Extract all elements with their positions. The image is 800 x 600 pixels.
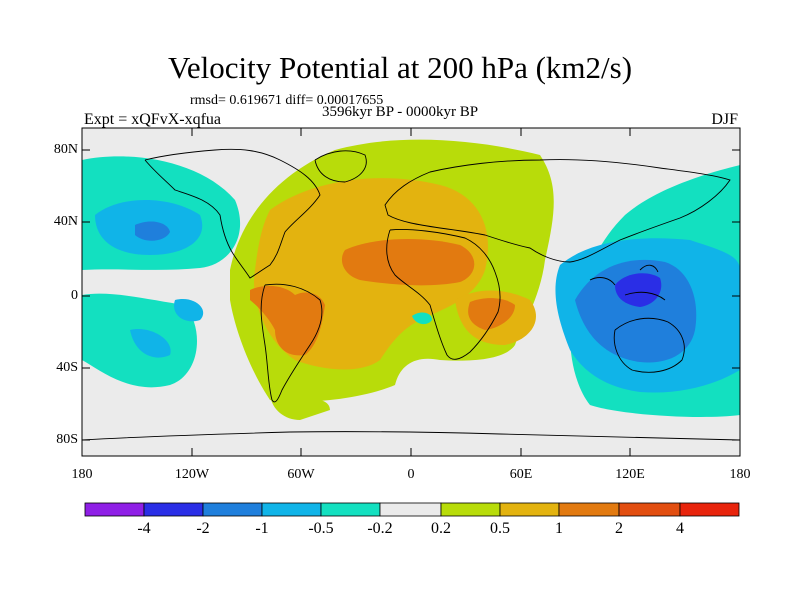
experiment-label: Expt = xQFvX-xqfua xyxy=(84,111,222,128)
coast-africa xyxy=(386,229,501,360)
coast-greenland xyxy=(314,150,367,183)
lon-label-120e: 120E xyxy=(615,467,645,482)
season-label: DJF xyxy=(711,111,738,128)
colorbar-box-3 xyxy=(202,502,263,517)
lat-label-80s: 80S xyxy=(56,432,78,447)
coastlines xyxy=(82,148,740,441)
lat-label-40s: 40S xyxy=(56,360,78,375)
colorbar-label-7: 0.5 xyxy=(490,520,510,537)
contour-neg3-pacific xyxy=(135,221,170,241)
coast-south-america xyxy=(260,283,323,403)
lat-label-80n: 80N xyxy=(53,142,78,157)
coast-north-america xyxy=(144,148,321,279)
contour-pos1-south xyxy=(270,395,330,420)
colorbar-box-8 xyxy=(499,502,560,517)
lon-label-60w: 60W xyxy=(287,467,315,482)
colorbar-label-10: 4 xyxy=(676,520,684,537)
colorbar-label-2: -2 xyxy=(196,520,210,537)
lon-label-0: 0 xyxy=(407,467,415,482)
lat-label-40n: 40N xyxy=(53,214,78,229)
coast-maritime-continent xyxy=(589,264,666,301)
contour-neg3-indopacific xyxy=(575,259,697,363)
colorbar-box-6 xyxy=(379,502,442,517)
colorbar-box-10 xyxy=(618,502,681,517)
colorbar-label-9: 2 xyxy=(615,520,623,537)
colorbar-box-4 xyxy=(261,502,322,517)
colorbar-label-3: -1 xyxy=(255,520,269,537)
coast-australia xyxy=(613,317,685,373)
contour-pos3-sahara xyxy=(341,238,475,286)
contour-neg2-pacific-c xyxy=(130,329,171,358)
colorbar-label-4: -0.5 xyxy=(308,520,334,537)
contour-pos3-amazon xyxy=(250,285,325,356)
colorbar-label-1: -4 xyxy=(137,520,151,537)
map-title: Velocity Potential at 200 hPa (km2/s) xyxy=(167,50,633,85)
contour-neg2-pacific-b xyxy=(174,299,204,322)
colorbar-box-9 xyxy=(558,502,620,517)
axis-ticks xyxy=(82,128,740,456)
map-subtitle: 3596kyr BP - 0000kyr BP xyxy=(321,104,479,120)
colorbar-box-2 xyxy=(143,502,204,517)
contour-neg1-atlantic-spot xyxy=(412,312,432,325)
contour-neg4-indopacific xyxy=(615,273,662,307)
colorbar-label-5: -0.2 xyxy=(367,520,393,537)
lon-label-180w: 180 xyxy=(71,467,93,482)
lon-label-180e: 180 xyxy=(729,467,751,482)
colorbar-label-8: 1 xyxy=(555,520,563,537)
colorbar-box-7 xyxy=(440,502,501,517)
colorbar-box-5 xyxy=(320,502,381,517)
colorbar-box-1 xyxy=(84,502,145,517)
lon-label-120w: 120W xyxy=(174,467,210,482)
lat-label-0: 0 xyxy=(71,288,78,303)
colorbar-label-6: 0.2 xyxy=(431,520,451,537)
colorbar-box-11 xyxy=(679,502,740,517)
coast-antarctica xyxy=(82,431,740,441)
contour-pos3-east-africa xyxy=(468,298,515,330)
stats-text: rmsd= 0.619671 diff= 0.00017655 xyxy=(190,93,384,108)
colorbar xyxy=(84,502,740,517)
lon-label-60e: 60E xyxy=(509,467,533,482)
coast-eurasia xyxy=(384,159,731,263)
